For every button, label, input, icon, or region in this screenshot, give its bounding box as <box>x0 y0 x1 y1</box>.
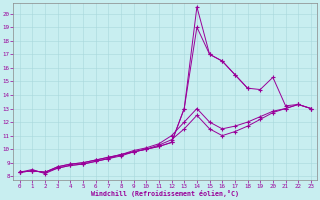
X-axis label: Windchill (Refroidissement éolien,°C): Windchill (Refroidissement éolien,°C) <box>91 190 239 197</box>
